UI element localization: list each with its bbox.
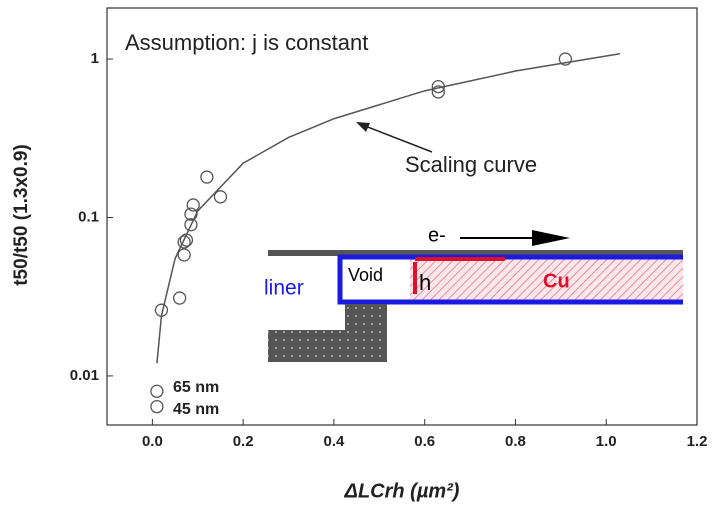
x-tick-label: 0.0 — [142, 433, 163, 450]
x-axis-label: ΔLCrh (µm²) — [344, 480, 460, 502]
x-tick-label: 1.0 — [596, 433, 617, 450]
inset-label: liner — [264, 277, 304, 300]
data-point — [184, 218, 198, 232]
data-point — [172, 291, 187, 305]
y-tick-label: 0.1 — [78, 208, 99, 225]
x-tick-label: 1.2 — [687, 433, 708, 450]
data-point — [177, 235, 191, 249]
x-tick-label: 0.4 — [323, 433, 345, 450]
data-point — [150, 399, 164, 414]
data-point — [186, 198, 200, 212]
x-tick-label: 0.8 — [505, 433, 526, 450]
y-tick-label: 1 — [91, 50, 99, 67]
data-point — [150, 384, 164, 398]
annotation: 65 nm — [173, 379, 219, 396]
annotation: Scaling curve — [405, 152, 537, 177]
curve — [156, 53, 620, 364]
inset-diagram: e-liner Void h Cu — [264, 224, 683, 362]
data-point — [200, 170, 214, 184]
annotation: 45 nm — [173, 401, 219, 418]
y-tick-label: 0.01 — [70, 367, 99, 384]
data-point — [177, 248, 191, 262]
inset-label: h — [419, 270, 431, 295]
annotation: Assumption: j is constant — [125, 30, 368, 55]
x-tick-label: 0.2 — [233, 433, 254, 450]
plot-frame — [106, 7, 698, 426]
y-axis-label: t50/t50 (1.3x0.9) — [11, 144, 32, 286]
inset-label: e- — [428, 224, 446, 246]
data-point — [558, 52, 573, 66]
data-point — [431, 85, 445, 99]
inset-label: Void — [348, 265, 383, 285]
x-tick-label: 0.6 — [414, 433, 435, 450]
inset-label: Cu — [543, 270, 570, 292]
data-point — [213, 190, 228, 204]
